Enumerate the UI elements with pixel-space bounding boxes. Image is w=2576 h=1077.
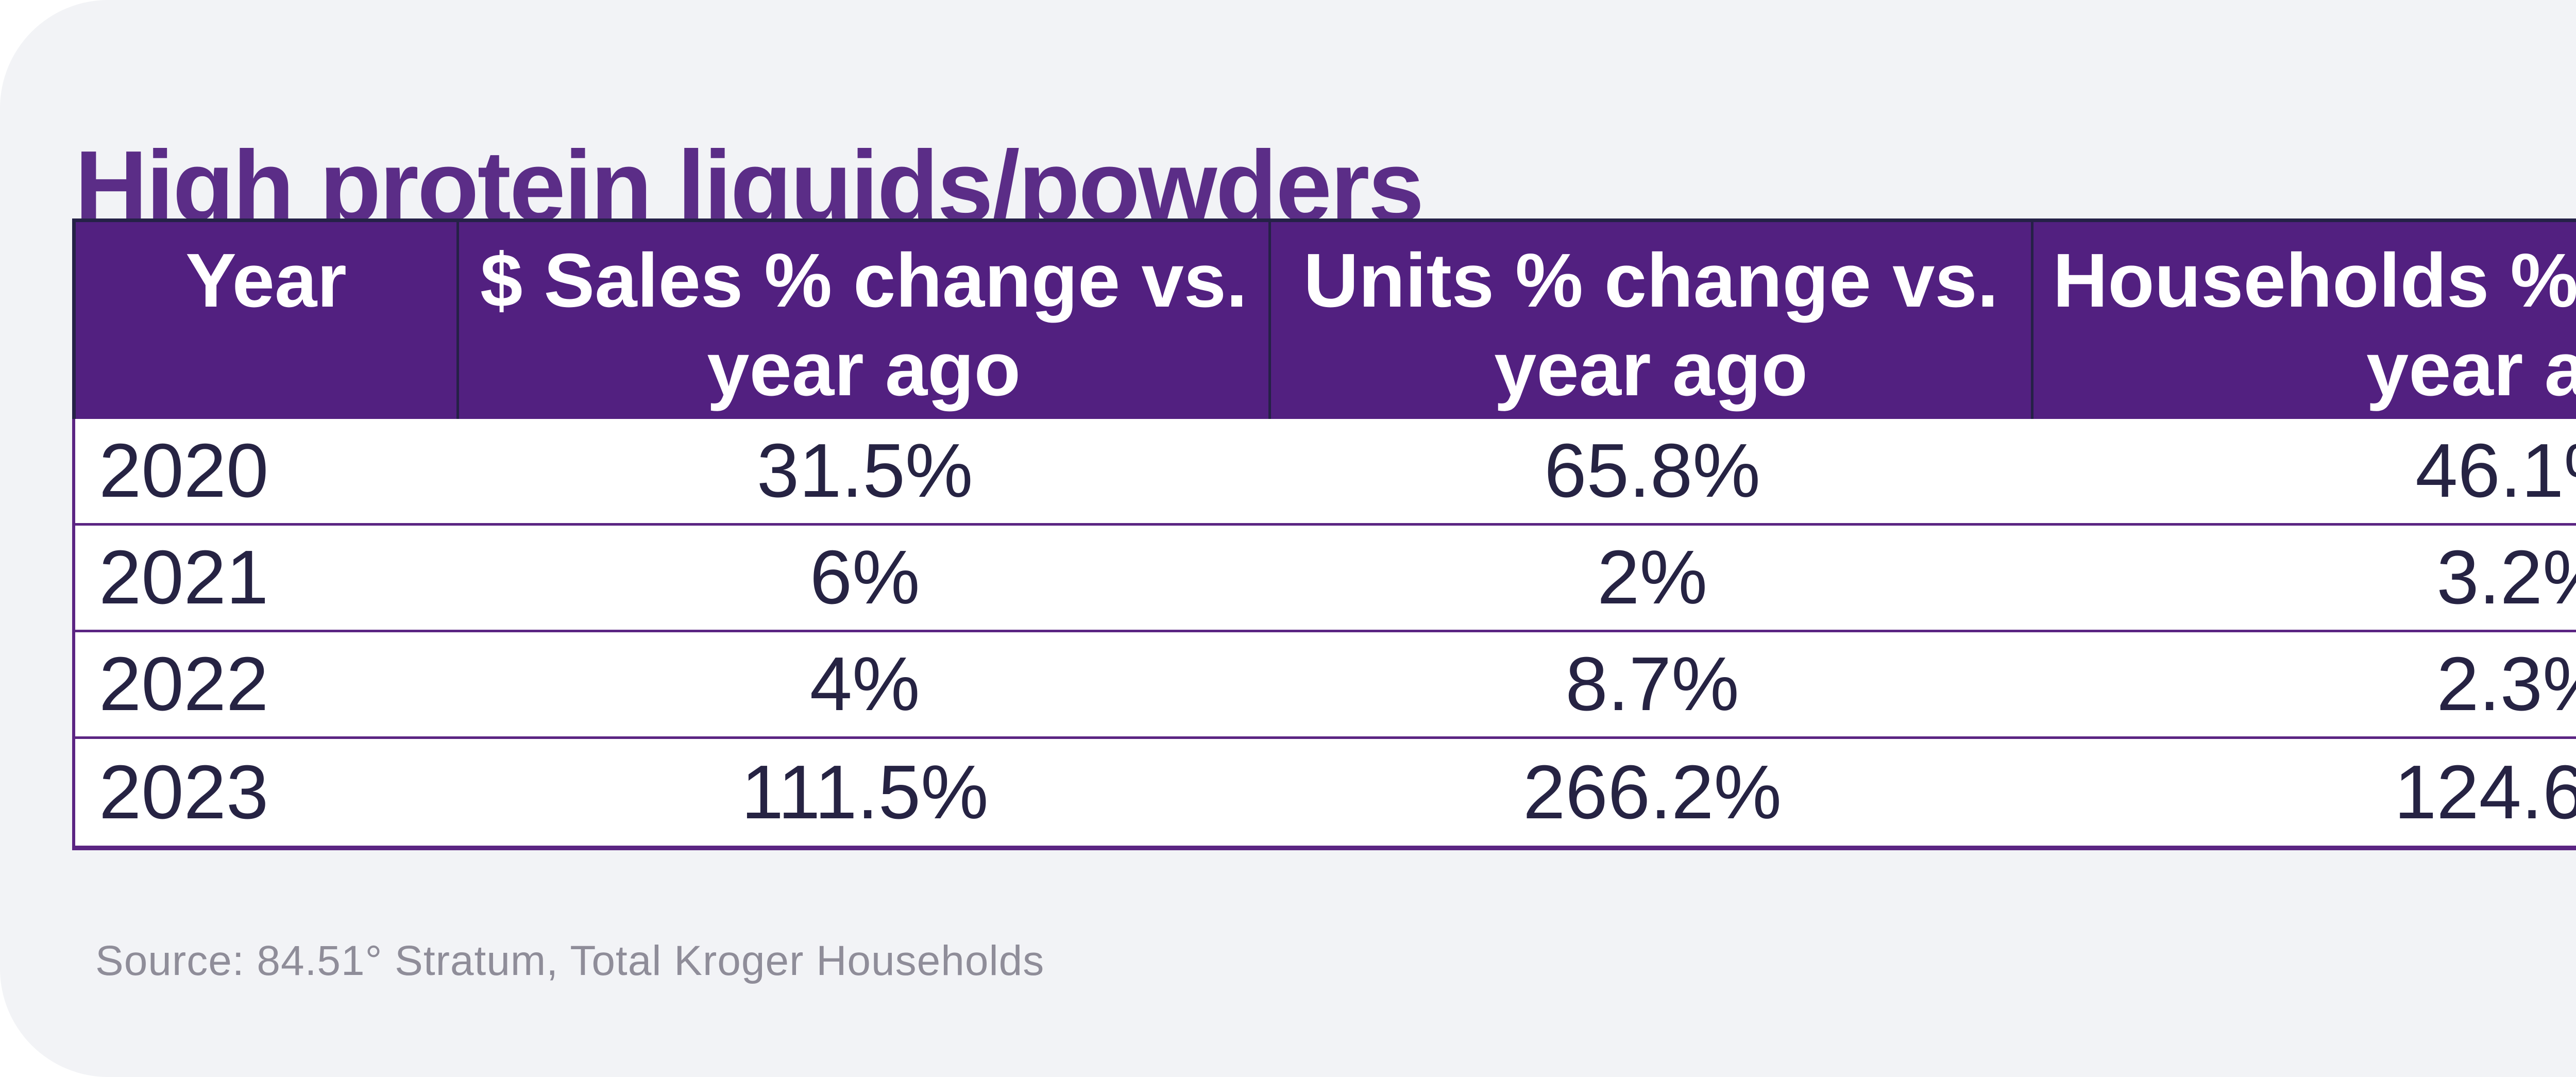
source-note: Source: 84.51° Stratum, Total Kroger Hou… [95,937,1045,984]
households-cell: 124.6% [2394,749,2576,835]
table-row: 2023 111.5% 266.2% 124.6% [75,739,2576,846]
units-cell: 8.7% [1565,642,1739,727]
units-cell: 2% [1597,535,1708,620]
year-cell: 2023 [99,749,269,835]
header-cell-sales: $ Sales % change vs. year ago [459,222,1272,419]
header-cell-year: Year [76,222,459,419]
year-cell: 2020 [99,428,269,513]
households-cell: 2.3% [2436,642,2576,727]
header-label: $ Sales % change vs. [480,238,1248,323]
households-cell: 3.2% [2436,535,2576,620]
units-cell: 266.2% [1523,749,1782,835]
header-cell-units: Units % change vs. year ago [1271,222,2033,419]
table-header-row: Year $ Sales % change vs. year ago Units… [72,218,2576,419]
header-label: year ago [2366,327,2576,412]
header-label: Year [185,238,347,323]
sales-cell: 111.5% [741,749,989,835]
data-table: Year $ Sales % change vs. year ago Units… [72,218,2576,850]
header-label: year ago [707,327,1021,412]
table-row: 2020 31.5% 65.8% 46.1% [75,419,2576,526]
sales-cell: 31.5% [756,428,973,513]
table-row: 2022 4% 8.7% 2.3% [75,632,2576,739]
year-cell: 2022 [99,642,269,727]
households-cell: 46.1% [2415,428,2576,513]
year-cell: 2021 [99,535,269,620]
table-body: 2020 31.5% 65.8% 46.1% 2021 6% 2% 3.2% 2… [72,419,2576,850]
header-cell-households: Households % change vs. year ago [2033,222,2576,419]
sales-cell: 6% [809,535,920,620]
header-label: year ago [1494,327,1808,412]
sales-cell: 4% [809,642,920,727]
header-label: Households % change vs. [2053,238,2576,323]
header-label: Units % change vs. [1303,238,1998,323]
table-row: 2021 6% 2% 3.2% [75,526,2576,632]
units-cell: 65.8% [1544,428,1760,513]
